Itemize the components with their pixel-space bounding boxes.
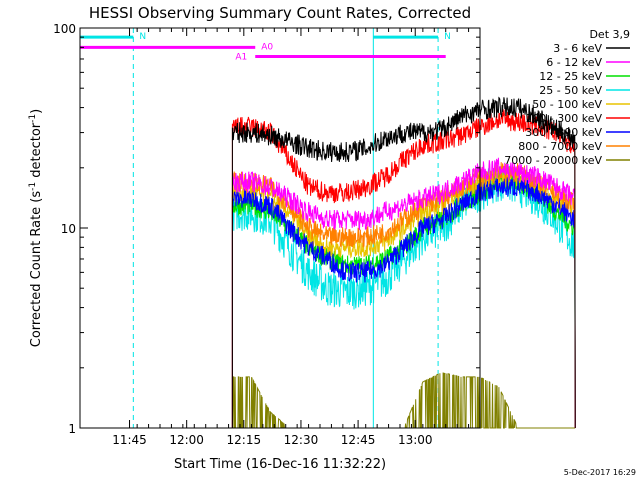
y-axis-label-sup2: -1: [28, 114, 38, 123]
legend-label: 12 - 25 keV: [539, 70, 602, 83]
y-tick-label: 100: [53, 22, 76, 36]
series-line: [231, 157, 576, 429]
flag-label: N: [139, 32, 146, 42]
y-axis: 1 10 100: [53, 22, 480, 436]
y-axis-label-main: Corrected Count Rate (s: [29, 191, 44, 348]
flag-label: A1: [235, 53, 247, 63]
x-tick-label: 11:45: [112, 433, 147, 447]
y-tick-label: 10: [61, 222, 76, 236]
x-tick-label: 12:00: [169, 433, 204, 447]
legend-label: 100 - 300 keV: [525, 112, 602, 125]
y-axis-label: Corrected Count Rate (s-1 detector-1): [28, 109, 44, 347]
series-line: [231, 96, 576, 429]
flag-label: N: [444, 32, 451, 42]
legend-label: 300 - 800 keV: [525, 126, 602, 139]
legend-label: 6 - 12 keV: [546, 56, 602, 69]
y-axis-label-end: ): [29, 109, 44, 114]
x-tick-label: 12:30: [284, 433, 319, 447]
x-tick-label: 12:45: [341, 433, 376, 447]
x-axis-label: Start Time (16-Dec-16 11:32:22): [174, 457, 386, 472]
x-axis: 11:45 12:00 12:15 12:30 12:45 13:00: [112, 28, 470, 447]
legend-label: 25 - 50 keV: [539, 84, 602, 97]
legend-label: 50 - 100 keV: [532, 98, 602, 111]
legend-title: Det 3,9: [589, 28, 630, 41]
chart-title: HESSI Observing Summary Count Rates, Cor…: [89, 4, 471, 22]
y-axis-label-sup1: -1: [28, 182, 38, 191]
legend-label: 800 - 7000 keV: [518, 140, 602, 153]
flag-label: A0: [261, 42, 273, 52]
x-tick-label: 13:00: [398, 433, 433, 447]
footer-date: 5-Dec-2017 16:29: [564, 468, 636, 477]
y-axis-label-mid: detector: [29, 122, 44, 182]
legend-label: 3 - 6 keV: [553, 42, 602, 55]
y-tick-label: 1: [68, 422, 76, 436]
legend-label: 7000 - 20000 keV: [504, 154, 602, 167]
series-line: [231, 177, 576, 429]
series-line: [231, 109, 576, 429]
x-tick-label: 12:15: [227, 433, 262, 447]
